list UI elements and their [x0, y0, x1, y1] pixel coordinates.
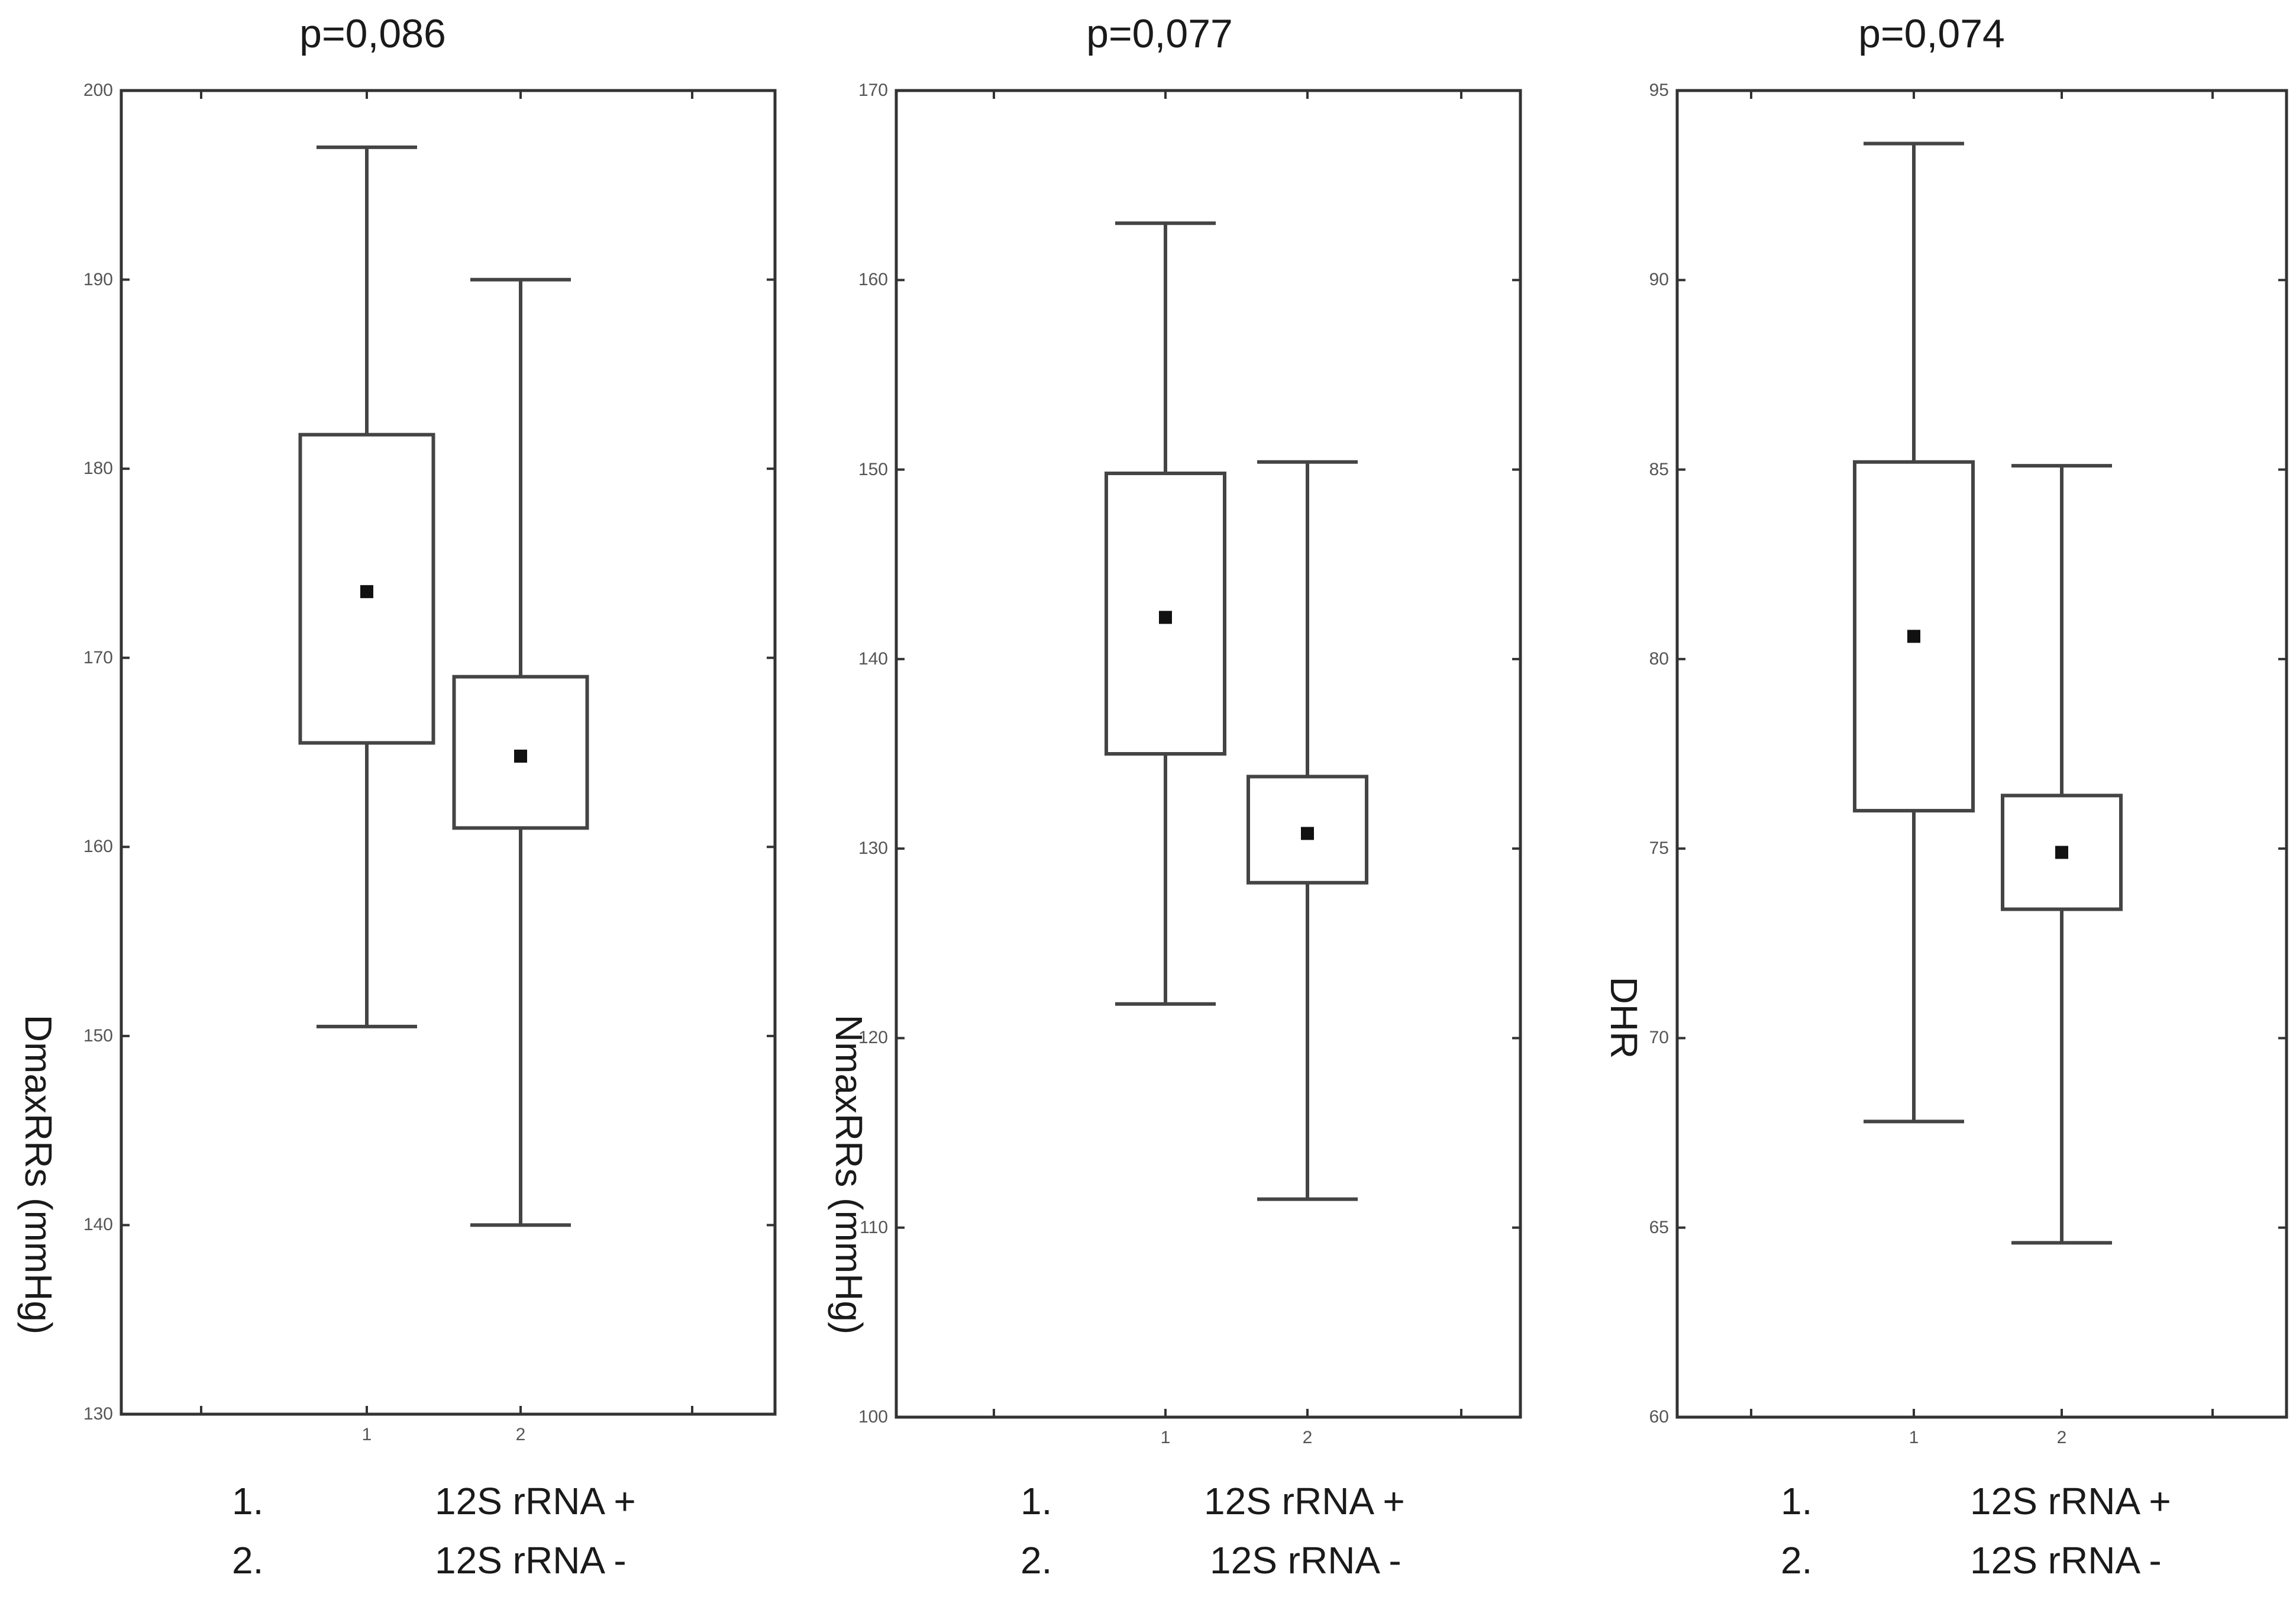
- y-tick-label: 170: [83, 647, 113, 667]
- legend-label-1: 12S rRNA +: [435, 1480, 636, 1522]
- legend-number-1: 1.: [232, 1480, 264, 1522]
- legend-label-2: 12S rRNA -: [435, 1539, 627, 1582]
- y-tick-label: 140: [858, 649, 888, 669]
- legend-number-2: 2.: [1021, 1539, 1052, 1582]
- x-tick-label: 1: [361, 1425, 372, 1444]
- box-group-2: [1247, 460, 1368, 1201]
- legend-number-1: 1.: [1781, 1480, 1813, 1522]
- chart-title: p=0,074: [1858, 11, 2005, 56]
- chart-panel-3: p=0,074 DHR 1. 12S rRNA + 2. 12S rRNA - …: [1574, 0, 2296, 1613]
- x-tick-label: 1: [1160, 1428, 1171, 1447]
- y-tick-label: 70: [1649, 1028, 1669, 1048]
- chart-panel-1: p=0,086 DmaxRRs (mmHg) 1. 12S rRNA + 2. …: [0, 0, 787, 1613]
- y-tick-label: 160: [858, 270, 888, 290]
- y-tick-label: 150: [858, 459, 888, 479]
- box-group-1: [1105, 221, 1226, 1006]
- mean-marker: [514, 749, 527, 763]
- chart-panel-2: p=0,077 NmaxRRs (mmHg) 1. 12S rRNA + 2. …: [787, 0, 1574, 1613]
- box-group-1: [1853, 141, 1975, 1124]
- y-tick-label: 65: [1649, 1217, 1669, 1237]
- y-tick-label: 150: [83, 1025, 113, 1046]
- plot-svg: [120, 89, 777, 1416]
- y-tick-label: 85: [1649, 459, 1669, 479]
- plot-frame: [1675, 89, 2288, 1419]
- y-tick-label: 130: [83, 1404, 113, 1424]
- mean-marker: [1907, 630, 1920, 643]
- legend-label-1: 12S rRNA +: [1970, 1480, 2171, 1522]
- plot-svg: [894, 89, 1522, 1419]
- chart-title: p=0,086: [299, 11, 446, 56]
- y-tick-label: 180: [83, 459, 113, 479]
- y-tick-label: 120: [858, 1028, 888, 1048]
- legend-number-2: 2.: [232, 1539, 264, 1582]
- y-tick-label: 60: [1649, 1407, 1669, 1427]
- plot-svg: [1675, 89, 2288, 1419]
- box-group-2: [452, 278, 589, 1227]
- x-tick-label: 2: [1302, 1428, 1313, 1447]
- y-tick-label: 110: [860, 1217, 888, 1237]
- y-tick-label: 190: [83, 269, 113, 289]
- y-tick-label: 170: [858, 80, 888, 100]
- mean-marker: [1301, 827, 1314, 840]
- y-tick-label: 200: [83, 80, 113, 100]
- y-tick-label: 95: [1649, 80, 1669, 100]
- box-group-2: [2001, 464, 2123, 1245]
- chart-title: p=0,077: [1086, 11, 1233, 56]
- plot-frame: [894, 89, 1522, 1419]
- y-tick-label: 130: [858, 838, 888, 859]
- y-tick-label: 75: [1649, 838, 1669, 859]
- legend-number-2: 2.: [1781, 1539, 1813, 1582]
- y-tick-label: 160: [83, 837, 113, 857]
- legend-label-2: 12S rRNA -: [1210, 1539, 1402, 1582]
- y-tick-label: 80: [1649, 649, 1669, 669]
- mean-marker: [360, 585, 373, 598]
- legend-number-1: 1.: [1021, 1480, 1052, 1522]
- x-tick-label: 1: [1909, 1428, 1919, 1447]
- y-tick-label: 90: [1649, 270, 1669, 290]
- legend-label-1: 12S rRNA +: [1204, 1480, 1405, 1522]
- mean-marker: [2055, 846, 2068, 859]
- y-tick-label: 140: [83, 1215, 113, 1235]
- mean-marker: [1159, 611, 1172, 624]
- x-tick-label: 2: [2056, 1428, 2067, 1447]
- y-tick-label: 100: [858, 1407, 888, 1427]
- plot-frame: [120, 89, 777, 1416]
- legend-label-2: 12S rRNA -: [1970, 1539, 2162, 1582]
- x-tick-label: 2: [515, 1425, 526, 1444]
- box-group-1: [298, 145, 435, 1028]
